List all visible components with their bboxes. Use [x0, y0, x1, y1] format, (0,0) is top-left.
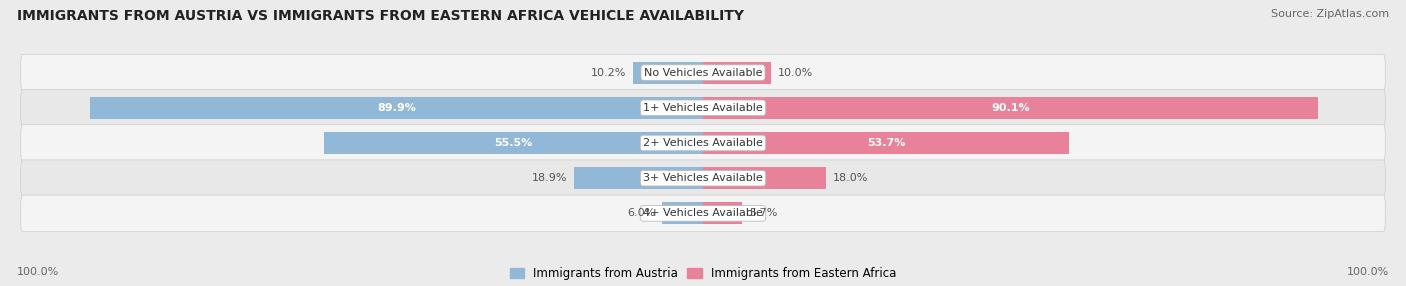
Text: 100.0%: 100.0% [17, 267, 59, 277]
Text: 2+ Vehicles Available: 2+ Vehicles Available [643, 138, 763, 148]
Bar [90, 97, 703, 119]
Text: IMMIGRANTS FROM AUSTRIA VS IMMIGRANTS FROM EASTERN AFRICA VEHICLE AVAILABILITY: IMMIGRANTS FROM AUSTRIA VS IMMIGRANTS FR… [17, 9, 744, 23]
Bar [703, 202, 742, 224]
Bar [662, 202, 703, 224]
Text: 5.7%: 5.7% [749, 208, 778, 219]
Text: Source: ZipAtlas.com: Source: ZipAtlas.com [1271, 9, 1389, 19]
Text: 3+ Vehicles Available: 3+ Vehicles Available [643, 173, 763, 183]
Bar [703, 132, 1070, 154]
Text: 1+ Vehicles Available: 1+ Vehicles Available [643, 103, 763, 113]
Text: 89.9%: 89.9% [377, 103, 416, 113]
Bar [703, 167, 825, 189]
FancyBboxPatch shape [21, 160, 1385, 196]
Text: 4+ Vehicles Available: 4+ Vehicles Available [643, 208, 763, 219]
Bar [574, 167, 703, 189]
Text: 6.0%: 6.0% [627, 208, 655, 219]
Text: 55.5%: 55.5% [495, 138, 533, 148]
Text: 18.0%: 18.0% [832, 173, 868, 183]
Bar [703, 97, 1317, 119]
Bar [325, 132, 703, 154]
Text: 53.7%: 53.7% [868, 138, 905, 148]
Legend: Immigrants from Austria, Immigrants from Eastern Africa: Immigrants from Austria, Immigrants from… [509, 267, 897, 280]
FancyBboxPatch shape [21, 125, 1385, 161]
Text: 10.2%: 10.2% [592, 67, 627, 78]
Bar [634, 62, 703, 84]
Text: 10.0%: 10.0% [778, 67, 813, 78]
Text: 18.9%: 18.9% [531, 173, 567, 183]
FancyBboxPatch shape [21, 54, 1385, 91]
FancyBboxPatch shape [21, 195, 1385, 232]
Text: 90.1%: 90.1% [991, 103, 1029, 113]
Text: No Vehicles Available: No Vehicles Available [644, 67, 762, 78]
Bar [703, 62, 772, 84]
FancyBboxPatch shape [21, 90, 1385, 126]
Text: 100.0%: 100.0% [1347, 267, 1389, 277]
